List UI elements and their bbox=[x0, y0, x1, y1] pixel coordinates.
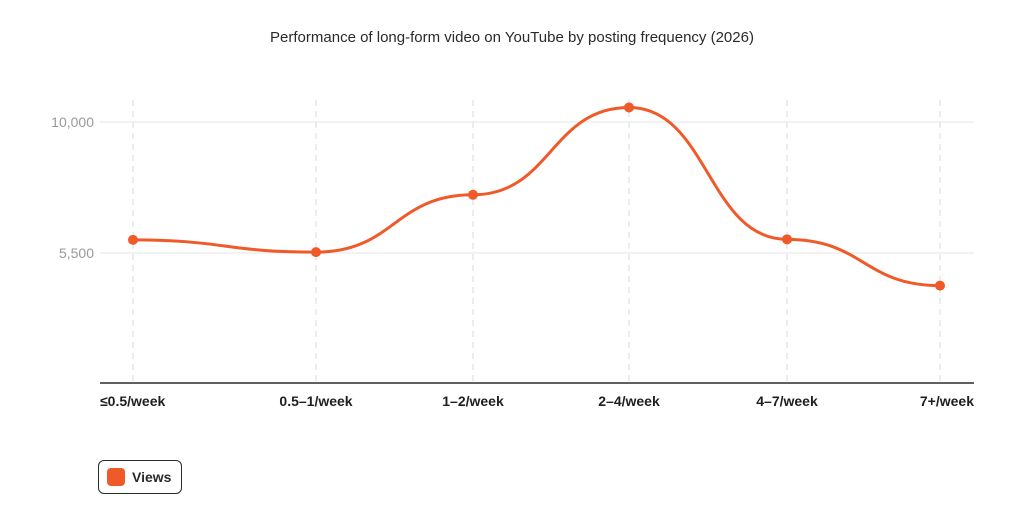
data-point bbox=[935, 280, 945, 291]
series-layer bbox=[128, 102, 945, 291]
axes: 5,500 10,000 ≤0.5/week 0.5–1/week 1–2/week 2–… bbox=[51, 114, 974, 409]
legend-item-views[interactable]: Views bbox=[98, 460, 183, 494]
grid bbox=[100, 100, 974, 383]
y-tick-label: 10,000 bbox=[51, 114, 94, 130]
y-tick-label: 5,500 bbox=[59, 245, 94, 261]
x-tick-label: 7+/week bbox=[920, 393, 974, 409]
x-tick-label: 1–2/week bbox=[442, 393, 504, 409]
series-line-views bbox=[131, 105, 942, 288]
data-point bbox=[624, 102, 634, 113]
x-tick-label: ≤0.5/week bbox=[100, 393, 165, 409]
legend-swatch bbox=[107, 468, 125, 486]
data-point bbox=[311, 247, 321, 258]
x-tick-label: 0.5–1/week bbox=[279, 393, 352, 409]
chart-title: Performance of long-form video on YouTub… bbox=[270, 29, 754, 46]
data-point bbox=[468, 189, 478, 200]
data-point bbox=[128, 234, 138, 245]
legend-label: Views bbox=[132, 469, 172, 485]
x-tick-label: 2–4/week bbox=[598, 393, 660, 409]
x-tick-label: 4–7/week bbox=[756, 393, 818, 409]
data-point bbox=[782, 234, 792, 245]
